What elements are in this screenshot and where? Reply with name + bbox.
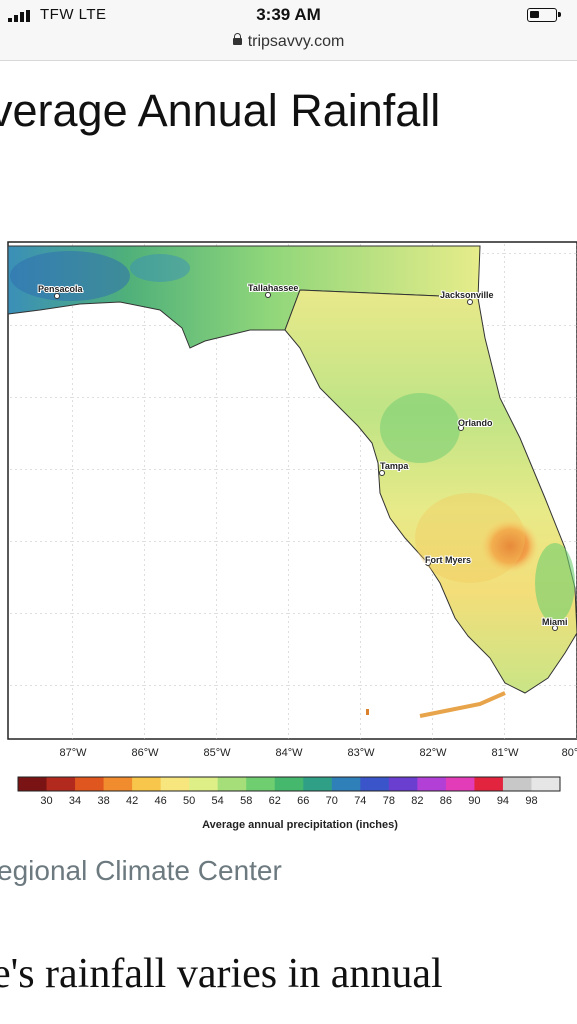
florida-peninsula	[284, 289, 577, 694]
legend-tick-label: 34	[69, 795, 81, 807]
page-title: verage Annual Rainfall	[0, 85, 441, 136]
signal-strength-icon	[8, 10, 34, 22]
legend-tick-label: 78	[383, 795, 395, 807]
legend-swatch	[75, 777, 105, 791]
legend-tick-label: 42	[126, 795, 138, 807]
legend-swatch	[46, 777, 76, 791]
city-label-miami: Miami	[542, 617, 568, 627]
legend-tick-label: 54	[212, 795, 224, 807]
article-body-text: e's rainfall varies in annual	[0, 951, 443, 997]
legend-tick-label: 86	[440, 795, 452, 807]
legend-swatch	[417, 777, 447, 791]
rainfall-map-figure: Pensacola Tallahassee Jacksonville Orlan…	[7, 241, 577, 831]
legend-tick-label: 66	[297, 795, 309, 807]
legend-swatch	[388, 777, 418, 791]
legend-swatch	[303, 777, 333, 791]
legend-tick-label: 50	[183, 795, 195, 807]
legend-tick-label: 58	[240, 795, 252, 807]
lock-icon	[232, 33, 242, 45]
city-label-tampa: Tampa	[380, 461, 409, 471]
lon-label-87w: 87°W	[59, 747, 87, 759]
lon-label-86w: 86°W	[131, 747, 159, 759]
legend-tick-label: 70	[326, 795, 338, 807]
legend-swatch	[331, 777, 361, 791]
city-label-jacksonville: Jacksonville	[440, 290, 494, 300]
legend-swatch	[189, 777, 219, 791]
legend-swatch	[274, 777, 304, 791]
url-text: tripsavvy.com	[247, 33, 345, 50]
lon-label-83w: 83°W	[347, 747, 375, 759]
legend-tick-label: 30	[40, 795, 52, 807]
lon-label-82w: 82°W	[419, 747, 447, 759]
status-time: 3:39 AM	[256, 5, 321, 24]
city-markers	[54, 292, 558, 631]
legend-tick-label: 98	[525, 795, 537, 807]
legend-tick-label: 46	[155, 795, 167, 807]
legend-swatch	[445, 777, 475, 791]
legend-tick-label: 38	[97, 795, 109, 807]
legend-swatch	[18, 777, 48, 791]
city-label-pensacola: Pensacola	[38, 284, 84, 294]
status-bar: TFW LTE 3:39 AM	[0, 0, 577, 30]
legend-swatch	[160, 777, 190, 791]
image-caption: egional Climate Center	[0, 855, 282, 886]
legend-tick-label: 82	[411, 795, 423, 807]
legend-swatch	[474, 777, 504, 791]
carrier-label: TFW LTE	[40, 6, 107, 23]
lon-label-81w: 81°W	[491, 747, 519, 759]
legend-swatch	[217, 777, 247, 791]
city-label-orlando: Orlando	[458, 418, 493, 428]
legend-swatch	[132, 777, 162, 791]
address-bar[interactable]: tripsavvy.com	[0, 30, 577, 61]
lon-label-85w: 85°W	[203, 747, 231, 759]
legend-swatch	[360, 777, 390, 791]
legend-swatch	[103, 777, 133, 791]
lon-label-84w: 84°W	[275, 747, 303, 759]
legend-swatch	[531, 777, 561, 791]
legend-tick-label: 62	[269, 795, 281, 807]
legend-title: Average annual precipitation (inches)	[202, 819, 398, 831]
battery-icon	[527, 8, 561, 22]
lon-label-80w: 80°	[562, 747, 577, 759]
legend-frame	[17, 776, 561, 792]
city-label-tallahassee: Tallahassee	[248, 283, 298, 293]
legend-tick-label: 94	[497, 795, 509, 807]
city-label-fort-myers: Fort Myers	[425, 555, 471, 565]
legend-swatch	[246, 777, 276, 791]
precipitation-legend: 30 34 38 42 46 50 54 58 62 66 70 74 78 82 86 90 94 98	[17, 776, 561, 807]
legend-swatch	[502, 777, 532, 791]
legend-tick-label: 74	[354, 795, 366, 807]
legend-tick-label: 90	[468, 795, 480, 807]
